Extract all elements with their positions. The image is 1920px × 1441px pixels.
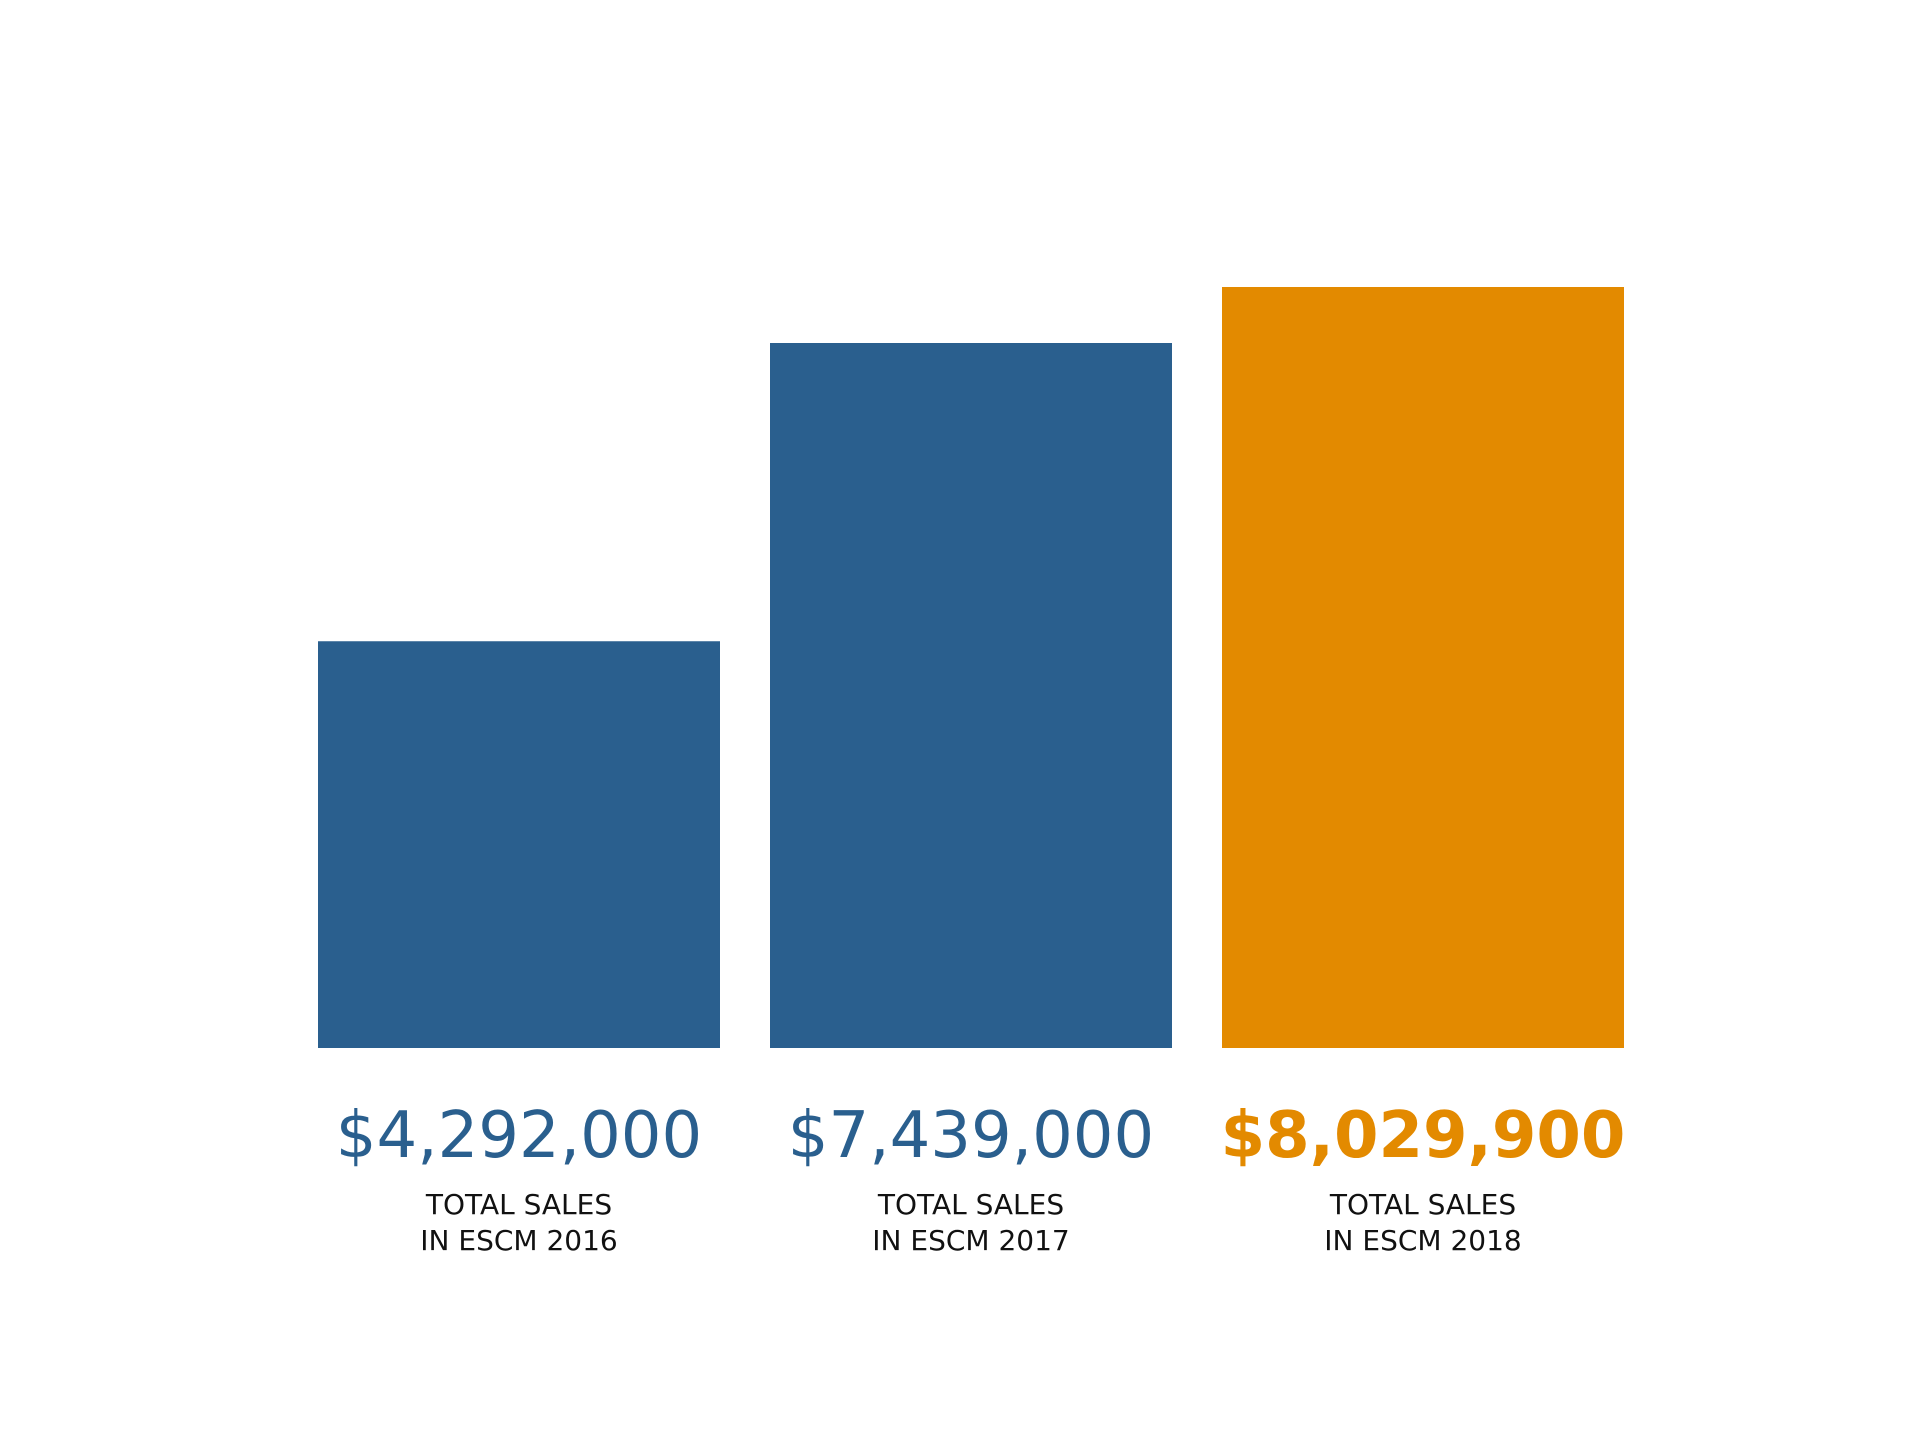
category-label-3-line-2: IN ESCM 2018 <box>1324 1224 1521 1257</box>
bar-2 <box>770 343 1172 1048</box>
value-label-2: $7,439,000 <box>788 1099 1154 1173</box>
category-label-2-line-2: IN ESCM 2017 <box>872 1224 1069 1257</box>
value-labels-group: $4,292,000 $7,439,000 $8,029,900 <box>336 1099 1626 1173</box>
category-label-1-line-1: TOTAL SALES <box>425 1188 612 1221</box>
bar-1 <box>318 641 720 1048</box>
value-label-1: $4,292,000 <box>336 1099 702 1173</box>
category-label-2-line-1: TOTAL SALES <box>877 1188 1064 1221</box>
bars-group <box>318 287 1624 1048</box>
value-label-3: $8,029,900 <box>1221 1099 1626 1173</box>
bar-3 <box>1222 287 1624 1048</box>
category-label-1-line-2: IN ESCM 2016 <box>420 1224 617 1257</box>
category-label-3-line-1: TOTAL SALES <box>1329 1188 1516 1221</box>
